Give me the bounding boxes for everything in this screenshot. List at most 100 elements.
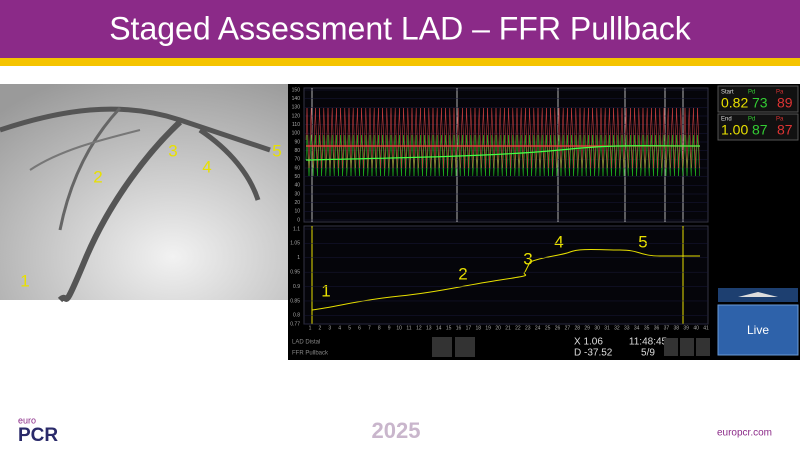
start-ffr: 0.82 [721,95,748,111]
ffr-tick: 0.8 [293,313,300,319]
end-label: End [721,117,732,123]
pressure-tick: 20 [294,200,300,206]
logo-euro: euro [18,415,36,425]
pressure-tick: 70 [294,157,300,163]
x-tick: 3 [328,325,331,331]
pullback-label: 3 [523,249,532,268]
lock-button[interactable] [680,338,694,356]
start-label: Start [721,90,734,96]
icon [738,292,778,297]
ffr-panel: 1 2 3 4 5 Start Pd Pa 0.82 73 89 End Pd … [288,84,800,360]
x-tick: 1 [309,325,312,331]
x-tick: 41 [703,325,709,331]
x-tick: 16 [456,325,462,331]
pressure-tick: 140 [292,96,301,102]
title-stripe [0,58,800,66]
x-tick: 30 [594,325,600,331]
x-tick: 33 [624,325,630,331]
pd-mean [305,145,701,161]
pressure-tick: 0 [297,217,300,223]
page-count: 5/9 [641,348,655,359]
mode-label: FFR Pullback [292,351,329,357]
pressure-tick: 150 [292,87,301,93]
end-pd: 87 [752,122,768,138]
x-tick: 22 [515,325,521,331]
x-tick: 2 [319,325,322,331]
x-tick: 4 [338,325,341,331]
x-tick: 35 [644,325,650,331]
x-tick: 23 [525,325,531,331]
x-tick: 20 [495,325,501,331]
end-pa: 87 [777,122,793,138]
end-ffr: 1.00 [721,122,748,138]
pa-wave [305,107,700,169]
x-tick: 36 [654,325,660,331]
ffr-tick: 1.1 [293,226,300,232]
pressure-tick: 90 [294,139,300,145]
x-tick: 40 [693,325,699,331]
x-tick: 13 [426,325,432,331]
start-pa: 89 [777,95,793,111]
ffr-tick: 1 [297,255,300,261]
pressure-tick: 60 [294,165,300,171]
angio-label: 3 [168,141,177,160]
title-bar [0,0,800,58]
x-tick: 6 [358,325,361,331]
x-tick: 17 [466,325,472,331]
ffr-tick: 0.85 [290,298,300,304]
slide-title: Staged Assessment LAD – FFR Pullback [109,10,692,46]
pa-label: Pa [776,90,784,96]
pd-wave [305,134,700,177]
x-tick: 12 [416,325,422,331]
pullback-label: 2 [458,264,467,283]
pressure-tick: 80 [294,148,300,154]
x-tick: 25 [545,325,551,331]
vessel-select[interactable]: LAD Distal [292,340,320,346]
x-tick: 21 [505,325,511,331]
x-tick: 8 [378,325,381,331]
zoom-in[interactable] [432,337,452,357]
vessel [57,119,183,303]
x-tick: 14 [436,325,442,331]
live-button[interactable] [717,304,799,356]
x-tick: 24 [535,325,541,331]
pressure-tick: 110 [292,122,300,128]
x-tick: 37 [664,325,670,331]
year: 2025 [372,418,421,443]
vessel [29,129,141,171]
vessel [0,106,271,153]
x-tick: 28 [575,325,581,331]
pressure-tick: 120 [292,113,301,119]
pressure-tick: 100 [292,131,301,137]
angio-image [0,84,288,300]
pressure-tick: 130 [292,105,301,111]
x-tick: 10 [396,325,402,331]
x-tick: 31 [604,325,610,331]
start-pd: 73 [752,95,768,111]
next-button[interactable] [696,338,710,356]
x-tick: 29 [584,325,590,331]
pd-label: Pd [748,90,755,96]
ffr-tick: 0.9 [293,284,300,290]
start-box [717,85,799,113]
end-box [717,113,799,141]
time: 11:48:45 [629,337,668,348]
angiogram: 1 2 3 4 5 [0,84,288,303]
pressure-tick: 30 [294,191,300,197]
pressure-tick: 40 [294,183,300,189]
ffr-tick: 0.95 [290,270,300,276]
ffr-area [303,225,709,325]
angio-label: 5 [272,141,281,160]
prev-button[interactable] [664,338,678,356]
pullback-label: 4 [554,232,563,251]
vessel [58,106,122,231]
zoom-out[interactable] [455,337,475,357]
live-label: Live [747,323,769,337]
vessel [198,127,261,201]
logo-pcr: PCR [18,425,58,446]
pd-label: Pd [748,117,755,123]
x-tick: 18 [476,325,482,331]
angio-label: 4 [202,157,211,176]
x-tick: 7 [368,325,371,331]
